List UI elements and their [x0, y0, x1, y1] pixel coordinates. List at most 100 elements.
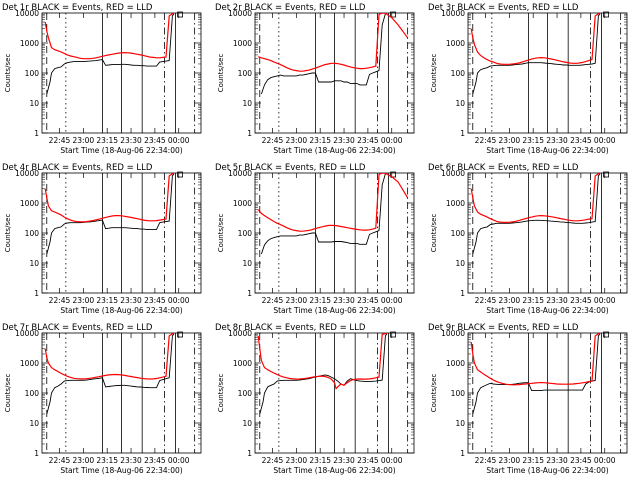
x-tick-label: 23:00 — [286, 456, 308, 465]
y-tick-label: 1 — [34, 449, 39, 458]
x-tick-label: 23:45 — [357, 456, 379, 465]
y-tick-label: 10 — [29, 259, 39, 268]
x-tick-label: 00:00 — [168, 136, 190, 145]
detector-panel-4: Det 4r BLACK = Events, RED = LLD Counts/s… — [2, 163, 202, 315]
y-axis-label: Counts/sec — [217, 54, 225, 93]
y-tick-label: 1 — [247, 129, 252, 138]
x-axis-label: Start Time (18-Aug-06 22:34:00) — [486, 466, 608, 475]
x-tick-label: 23:45 — [144, 136, 166, 145]
detector-panel-3: Det 3r BLACK = Events, RED = LLD Counts/s… — [428, 3, 628, 155]
y-axis-label: Counts/sec — [217, 374, 225, 413]
x-tick-label: 22:45 — [49, 296, 71, 305]
panel-title: Det 1r BLACK = Events, RED = LLD — [2, 3, 153, 13]
y-tick-label: 100 — [451, 229, 466, 238]
lld-series-line — [257, 333, 388, 390]
marker-square — [390, 171, 396, 178]
x-tick-label: 23:45 — [357, 296, 379, 305]
y-tick-label: 1000 — [20, 359, 39, 368]
x-tick-label: 23:15 — [522, 456, 544, 465]
lld-series-line — [44, 13, 175, 60]
x-tick-label: 23:30 — [120, 136, 142, 145]
y-tick-label: 1000 — [446, 39, 465, 48]
marker-square — [177, 171, 183, 178]
marker-square — [177, 11, 183, 18]
lld-series-line — [470, 173, 601, 224]
x-tick-label: 00:00 — [381, 296, 403, 305]
y-tick-label: 1000 — [446, 359, 465, 368]
marker-square — [177, 331, 183, 338]
x-tick-label: 22:45 — [475, 136, 497, 145]
panel-title: Det 4r BLACK = Events, RED = LLD — [2, 163, 153, 173]
y-tick-label: 10000 — [15, 9, 39, 18]
lld-series-line — [257, 173, 409, 232]
y-tick-label: 10 — [29, 99, 39, 108]
y-tick-label: 10 — [242, 259, 252, 268]
x-tick-label: 23:45 — [570, 456, 592, 465]
events-series-line — [259, 333, 388, 415]
y-tick-label: 1000 — [233, 39, 252, 48]
y-tick-label: 1 — [460, 449, 465, 458]
x-tick-label: 23:15 — [309, 136, 331, 145]
x-tick-label: 00:00 — [594, 136, 616, 145]
y-tick-label: 100 — [238, 229, 253, 238]
events-series-line — [260, 173, 386, 255]
x-axis-label: Start Time (18-Aug-06 22:34:00) — [486, 306, 608, 315]
y-tick-label: 1000 — [233, 359, 252, 368]
x-tick-label: 22:45 — [49, 136, 71, 145]
x-tick-label: 00:00 — [594, 456, 616, 465]
events-series-line — [260, 13, 386, 95]
y-tick-label: 1 — [34, 289, 39, 298]
x-tick-label: 23:00 — [73, 456, 95, 465]
events-series-line — [472, 13, 601, 95]
x-tick-label: 23:45 — [144, 456, 166, 465]
y-tick-label: 10 — [455, 259, 465, 268]
y-axis-label: Counts/sec — [430, 374, 438, 413]
y-tick-label: 1000 — [20, 39, 39, 48]
x-tick-label: 23:15 — [96, 136, 118, 145]
x-axis-label: Start Time (18-Aug-06 22:34:00) — [273, 306, 395, 315]
y-tick-label: 1 — [247, 289, 252, 298]
x-tick-label: 23:30 — [333, 296, 355, 305]
y-tick-label: 1 — [460, 289, 465, 298]
x-tick-label: 00:00 — [168, 456, 190, 465]
x-tick-label: 23:30 — [546, 136, 568, 145]
y-tick-label: 10000 — [441, 329, 465, 338]
events-series-line — [46, 13, 175, 95]
y-tick-label: 10 — [455, 419, 465, 428]
lld-series-line — [44, 333, 175, 380]
detector-panel-6: Det 6r BLACK = Events, RED = LLD Counts/s… — [428, 163, 628, 315]
x-tick-label: 00:00 — [594, 296, 616, 305]
panel-title: Det 2r BLACK = Events, RED = LLD — [215, 3, 366, 13]
y-tick-label: 10 — [242, 419, 252, 428]
detector-panel-1: Det 1r BLACK = Events, RED = LLD Counts/s… — [2, 3, 202, 155]
panel-title: Det 9r BLACK = Events, RED = LLD — [428, 323, 579, 333]
x-axis-label: Start Time (18-Aug-06 22:34:00) — [486, 146, 608, 155]
events-series-line — [46, 173, 175, 255]
events-series-line — [46, 333, 175, 415]
x-tick-label: 23:45 — [144, 296, 166, 305]
y-tick-label: 100 — [25, 389, 40, 398]
y-tick-label: 10 — [29, 419, 39, 428]
x-axis-label: Start Time (18-Aug-06 22:34:00) — [60, 466, 182, 475]
marker-square — [390, 11, 396, 18]
marker-square — [390, 331, 396, 338]
y-tick-label: 100 — [25, 229, 40, 238]
x-tick-label: 23:00 — [73, 136, 95, 145]
x-tick-label: 23:45 — [357, 136, 379, 145]
y-tick-label: 10000 — [228, 329, 252, 338]
y-tick-label: 1000 — [446, 199, 465, 208]
x-tick-label: 22:45 — [262, 136, 284, 145]
y-tick-label: 100 — [451, 69, 466, 78]
panel-title: Det 8r BLACK = Events, RED = LLD — [215, 323, 366, 333]
x-tick-label: 00:00 — [381, 136, 403, 145]
y-tick-label: 1 — [247, 449, 252, 458]
x-tick-label: 22:45 — [49, 456, 71, 465]
y-tick-label: 10 — [242, 99, 252, 108]
y-tick-label: 1 — [460, 129, 465, 138]
x-tick-label: 23:15 — [522, 296, 544, 305]
x-tick-label: 23:00 — [286, 136, 308, 145]
x-tick-label: 22:45 — [475, 296, 497, 305]
lld-series-line — [258, 13, 409, 72]
y-tick-label: 10000 — [15, 329, 39, 338]
x-tick-label: 23:45 — [570, 136, 592, 145]
